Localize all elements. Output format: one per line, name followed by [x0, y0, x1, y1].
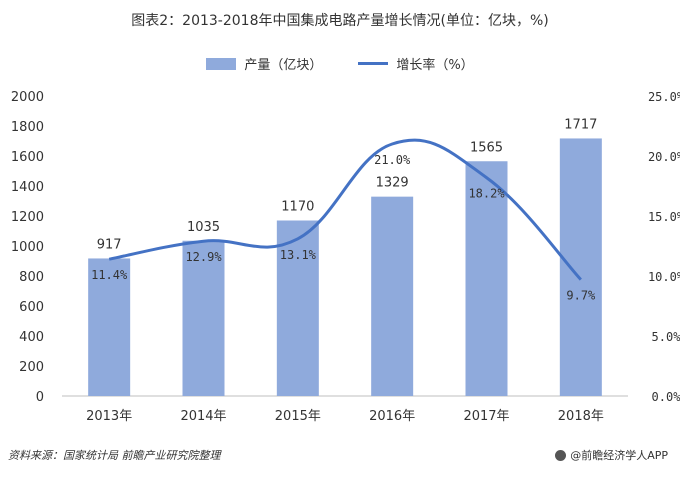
line-data-label: 11.4% — [91, 268, 128, 282]
x-tick-label: 2015年 — [275, 409, 321, 424]
x-tick-label: 2016年 — [369, 409, 415, 424]
bar — [559, 138, 602, 396]
y-left-tick-label: 1600 — [11, 150, 44, 165]
line-data-label: 9.7% — [566, 289, 596, 303]
bar — [276, 220, 319, 396]
y-right-tick-label: 20.0% — [648, 150, 680, 164]
source-note: 资料来源：国家统计局 前瞻产业研究院整理 — [8, 449, 221, 462]
x-tick-label: 2013年 — [86, 409, 132, 424]
bar-data-label: 1565 — [470, 140, 503, 155]
y-right-tick-label: 10.0% — [648, 270, 680, 284]
brand-footer: @前瞻经济学人APP — [555, 447, 668, 463]
y-right-tick-label: 0.0% — [652, 390, 680, 404]
y-left-tick-label: 800 — [19, 270, 44, 285]
bar — [88, 258, 131, 396]
chart-title: 图表2：2013-2018年中国集成电路产量增长情况(单位：亿块，%) — [131, 13, 549, 29]
y-left-tick-label: 0 — [36, 390, 44, 405]
brand-text: @前瞻经济学人APP — [570, 449, 668, 462]
legend-item-growth: 增长率（%） — [358, 54, 474, 73]
legend-swatch-line — [358, 62, 389, 65]
y-left-tick-label: 1200 — [11, 210, 44, 225]
y-left-tick-label: 600 — [19, 300, 44, 315]
y-left-tick-label: 1000 — [11, 240, 44, 255]
legend-item-production: 产量（亿块） — [206, 54, 322, 73]
bar — [371, 196, 414, 396]
legend: 产量（亿块） 增长率（%） — [0, 54, 680, 73]
line-data-label: 12.9% — [185, 250, 222, 264]
bar-data-label: 917 — [97, 237, 122, 252]
bar-data-label: 1035 — [187, 220, 220, 235]
brand-logo-icon — [555, 449, 567, 461]
bar — [182, 240, 225, 396]
bar-data-label: 1717 — [564, 117, 597, 132]
line-data-label: 21.0% — [374, 153, 411, 167]
x-tick-label: 2018年 — [558, 409, 604, 424]
line-data-label: 13.1% — [280, 248, 317, 262]
legend-label-growth: 增长率（%） — [396, 58, 474, 73]
y-left-tick-label: 2000 — [11, 90, 44, 105]
bar-data-label: 1170 — [281, 200, 314, 215]
legend-swatch-bar — [206, 57, 237, 70]
y-left-tick-label: 1400 — [11, 180, 44, 195]
legend-label-production: 产量（亿块） — [244, 58, 323, 73]
y-right-tick-label: 15.0% — [648, 210, 680, 224]
bar — [465, 161, 508, 396]
x-tick-label: 2014年 — [180, 409, 226, 424]
y-left-tick-label: 400 — [19, 330, 44, 345]
x-tick-label: 2017年 — [463, 409, 509, 424]
line-data-label: 18.2% — [468, 187, 505, 201]
y-right-tick-label: 25.0% — [648, 90, 680, 104]
growth-line — [108, 138, 582, 281]
y-left-tick-label: 200 — [19, 360, 44, 375]
bar-data-label: 1329 — [376, 176, 409, 191]
y-right-tick-label: 5.0% — [652, 330, 680, 344]
y-left-tick-label: 1800 — [11, 120, 44, 135]
